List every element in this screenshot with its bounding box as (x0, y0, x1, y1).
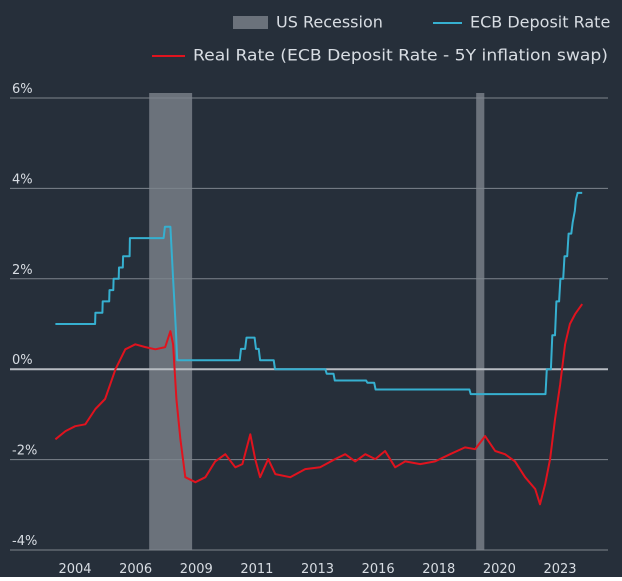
y-tick-label: -2% (12, 444, 37, 459)
x-tick-label: 2020 (483, 562, 516, 577)
x-tick-label: 2004 (58, 562, 91, 577)
x-tick-label: 2016 (362, 562, 395, 577)
y-tick-label: -4% (12, 534, 37, 549)
recession-band (149, 93, 193, 550)
y-tick-label: 4% (12, 172, 33, 187)
series-line (55, 191, 583, 396)
x-tick-label: 2023 (543, 562, 576, 577)
x-tick-label: 2009 (180, 562, 213, 577)
legend-label: Real Rate (ECB Deposit Rate - 5Y inflati… (193, 46, 608, 65)
y-tick-label: 2% (12, 263, 33, 278)
legend-swatch (233, 16, 268, 29)
legend-label: US Recession (276, 13, 383, 32)
y-tick-label: 0% (12, 353, 33, 368)
x-tick-label: 2018 (422, 562, 455, 577)
series-line (54, 303, 584, 506)
x-tick-label: 2013 (301, 562, 334, 577)
y-tick-label: 6% (12, 82, 33, 97)
legend-label: ECB Deposit Rate (470, 13, 610, 32)
x-tick-label: 2011 (240, 562, 273, 577)
x-tick-label: 2006 (119, 562, 152, 577)
recession-band (476, 93, 485, 550)
